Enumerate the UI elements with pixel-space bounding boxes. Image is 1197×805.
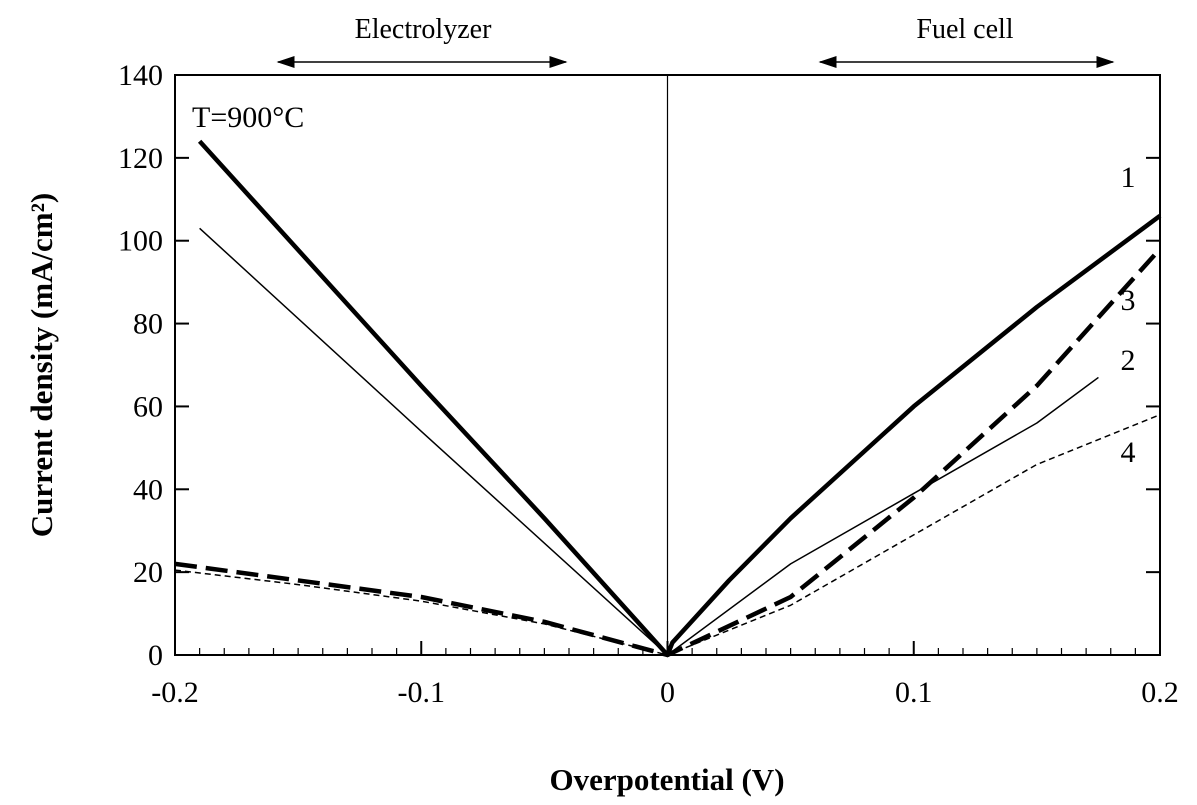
y-tick-label: 0 <box>148 639 163 672</box>
series-label: 2 <box>1121 344 1136 377</box>
y-tick-label: 40 <box>133 473 163 506</box>
series-label: 4 <box>1121 436 1136 469</box>
series-line <box>197 139 1162 658</box>
region-label: Fuel cell <box>916 14 1013 45</box>
y-tick-label: 20 <box>133 556 163 589</box>
y-tick-label: 140 <box>118 59 163 92</box>
series-label: 3 <box>1121 284 1136 317</box>
series-label: 1 <box>1121 161 1136 194</box>
x-tick-label: 0.2 <box>1141 676 1179 709</box>
y-tick-label: 60 <box>133 390 163 423</box>
x-tick-label: -0.2 <box>151 676 199 709</box>
series-line <box>199 227 1099 656</box>
x-tick-label: 0 <box>660 676 675 709</box>
y-tick-label: 80 <box>133 308 163 341</box>
series-line <box>174 414 1161 656</box>
x-tick-label: -0.1 <box>398 676 446 709</box>
y-tick-label: 100 <box>118 225 163 258</box>
x-tick-label: 0.1 <box>895 676 933 709</box>
region-label: Electrolyzer <box>355 14 492 45</box>
annotation: T=900°C <box>192 101 304 134</box>
y-tick-label: 120 <box>118 142 163 175</box>
y-axis-label: Current density (mA/cm²) <box>24 193 59 538</box>
x-axis-label: Overpotential (V) <box>549 762 784 797</box>
